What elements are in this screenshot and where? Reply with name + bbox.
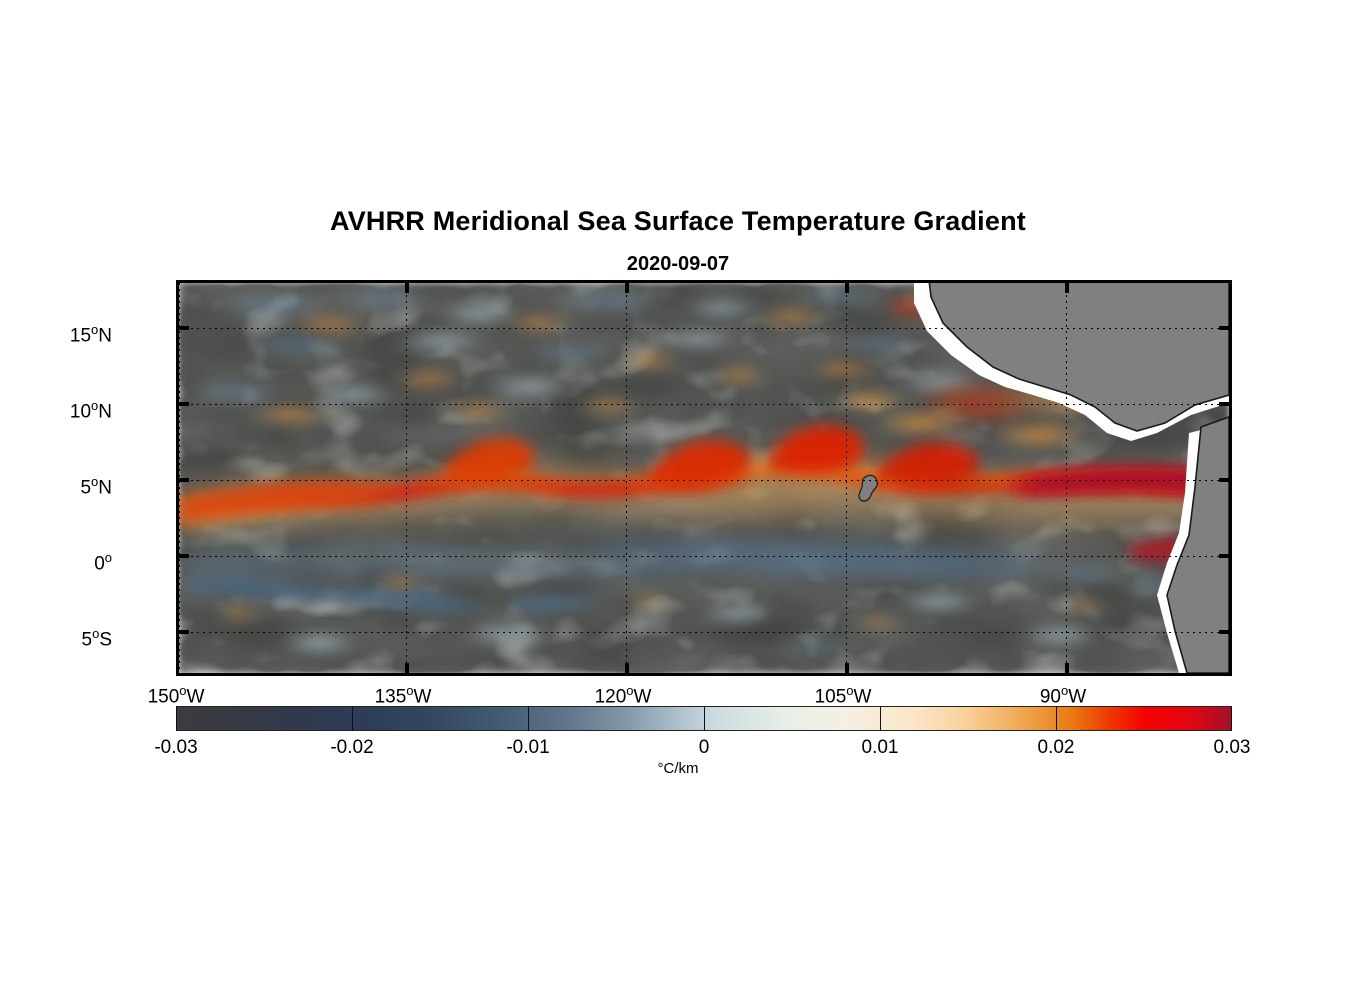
map-axes[interactable] — [176, 280, 1232, 676]
colorbar-unit-label: °C/km — [657, 760, 699, 777]
ytick-10n — [178, 402, 189, 406]
xtick-120w — [625, 663, 629, 674]
xtick-label-120w: 120oW — [594, 683, 652, 708]
gridline-lat-5s — [179, 632, 1229, 633]
ytick-5s — [178, 630, 189, 634]
xtick-top-135w — [405, 282, 409, 293]
xtick-top-105w — [845, 282, 849, 293]
colorbar-label-3: 0 — [698, 737, 710, 758]
xtick-label-90w: 90oW — [1039, 683, 1087, 708]
sst-gradient-raster — [179, 283, 1229, 673]
ytick-right-5s — [1219, 630, 1230, 634]
gridline-lon-135w — [406, 283, 407, 673]
gridline-lat-10n — [179, 404, 1229, 405]
colorbar-label-0: -0.03 — [154, 737, 198, 758]
gridline-lat-0 — [179, 556, 1229, 557]
ytick-right-5n — [1219, 478, 1230, 482]
colorbar-tick-0 — [176, 706, 177, 731]
gridline-lon-105w — [846, 283, 847, 673]
ytick-right-15n — [1219, 326, 1230, 330]
colorbar-tick-6 — [1231, 706, 1232, 731]
ytick-label-0: 0o — [94, 550, 112, 575]
colorbar-label-1: -0.02 — [330, 737, 374, 758]
ytick-0 — [178, 554, 189, 558]
gridline-lon-90w — [1066, 283, 1067, 673]
colorbar-tick-3 — [704, 706, 705, 731]
ytick-15n — [178, 326, 189, 330]
gridline-lat-5n — [179, 480, 1229, 481]
ytick-right-10n — [1219, 402, 1230, 406]
colorbar-label-6: 0.03 — [1213, 737, 1251, 758]
colorbar-tick-5 — [1056, 706, 1057, 731]
ytick-label-5n: 5oN — [80, 474, 112, 499]
ytick-5n — [178, 478, 189, 482]
land-mask — [858, 283, 1229, 673]
ytick-label-5s: 5oS — [81, 626, 113, 651]
gridline-lon-120w — [626, 283, 627, 673]
xtick-label-105w: 105oW — [814, 683, 872, 708]
gridline-lat-15n — [179, 328, 1229, 329]
figure-title: AVHRR Meridional Sea Surface Temperature… — [330, 206, 1026, 236]
ytick-right-0 — [1219, 554, 1230, 558]
ytick-label-10n: 10oN — [69, 398, 112, 423]
sst-gradient-field — [179, 283, 1229, 673]
figure-subtitle: 2020-09-07 — [626, 253, 730, 275]
xtick-label-135w: 135oW — [374, 683, 432, 708]
colorbar-tick-4 — [880, 706, 881, 731]
colorbar-tick-2 — [528, 706, 529, 731]
colorbar-label-5: 0.02 — [1037, 737, 1075, 758]
ytick-label-15n: 15oN — [69, 322, 112, 347]
colorbar-label-4: 0.01 — [861, 737, 899, 758]
xtick-135w — [405, 663, 409, 674]
colorbar-label-2: -0.01 — [506, 737, 550, 758]
xtick-90w — [1065, 663, 1069, 674]
xtick-label-150w: 150oW — [147, 683, 205, 708]
xtick-top-90w — [1065, 282, 1069, 293]
xtick-105w — [845, 663, 849, 674]
colorbar-tick-1 — [352, 706, 353, 731]
xtick-top-120w — [625, 282, 629, 293]
